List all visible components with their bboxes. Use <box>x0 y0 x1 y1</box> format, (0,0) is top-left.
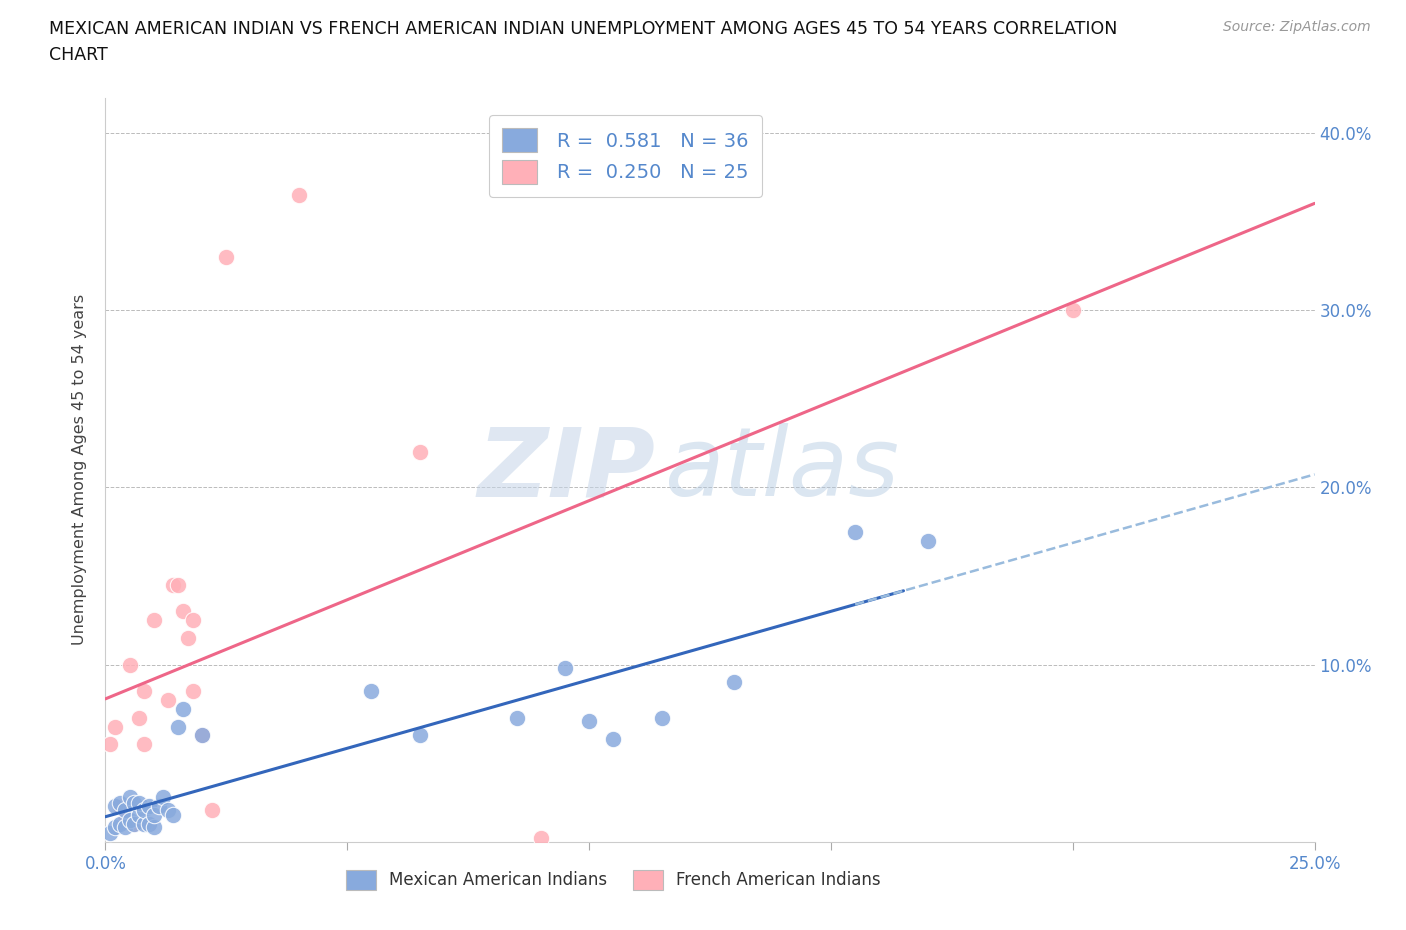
Point <box>409 728 432 743</box>
Point <box>191 728 214 743</box>
Point <box>104 820 127 835</box>
Point <box>360 684 382 698</box>
Point <box>104 719 127 734</box>
Point <box>554 660 576 675</box>
Point <box>167 578 190 592</box>
Point <box>142 820 165 835</box>
Point <box>215 249 238 264</box>
Point <box>114 803 136 817</box>
Point <box>409 445 432 459</box>
Point <box>162 807 184 822</box>
Point <box>181 684 204 698</box>
Point <box>134 737 156 751</box>
Point <box>118 813 141 828</box>
Text: Source: ZipAtlas.com: Source: ZipAtlas.com <box>1223 20 1371 34</box>
Point <box>191 728 214 743</box>
Point <box>98 825 121 840</box>
Point <box>578 713 600 728</box>
Text: MEXICAN AMERICAN INDIAN VS FRENCH AMERICAN INDIAN UNEMPLOYMENT AMONG AGES 45 TO : MEXICAN AMERICAN INDIAN VS FRENCH AMERIC… <box>49 20 1118 38</box>
Point <box>530 830 553 845</box>
Point <box>118 790 141 804</box>
Point <box>181 613 204 628</box>
Y-axis label: Unemployment Among Ages 45 to 54 years: Unemployment Among Ages 45 to 54 years <box>72 294 87 645</box>
Point <box>134 684 156 698</box>
Point <box>1062 303 1084 318</box>
Point <box>176 631 198 645</box>
Point <box>505 711 527 725</box>
Point <box>118 658 141 672</box>
Point <box>138 799 160 814</box>
Point <box>844 525 866 539</box>
Point <box>172 701 194 716</box>
Point <box>104 799 127 814</box>
Point <box>723 675 745 690</box>
Point <box>114 813 136 828</box>
Point <box>108 799 131 814</box>
Text: atlas: atlas <box>664 423 898 516</box>
Point <box>162 578 184 592</box>
Point <box>108 795 131 810</box>
Point <box>128 807 150 822</box>
Text: ZIP: ZIP <box>478 423 655 516</box>
Point <box>142 807 165 822</box>
Point <box>602 732 624 747</box>
Point <box>124 817 146 831</box>
Point <box>114 820 136 835</box>
Point <box>142 613 165 628</box>
Point <box>134 803 156 817</box>
Point <box>108 817 131 831</box>
Point <box>98 737 121 751</box>
Point <box>138 817 160 831</box>
Point <box>651 711 673 725</box>
Point <box>157 693 180 708</box>
Point <box>288 188 311 203</box>
Point <box>148 799 170 814</box>
Point <box>124 817 146 831</box>
Legend: Mexican American Indians, French American Indians: Mexican American Indians, French America… <box>339 863 887 897</box>
Point <box>172 604 194 618</box>
Point <box>201 803 224 817</box>
Point <box>138 817 160 831</box>
Point <box>124 795 146 810</box>
Point <box>167 719 190 734</box>
Text: CHART: CHART <box>49 46 108 64</box>
Point <box>128 711 150 725</box>
Point <box>134 817 156 831</box>
Point <box>152 790 174 804</box>
Point <box>128 795 150 810</box>
Point <box>157 803 180 817</box>
Point <box>917 533 939 548</box>
